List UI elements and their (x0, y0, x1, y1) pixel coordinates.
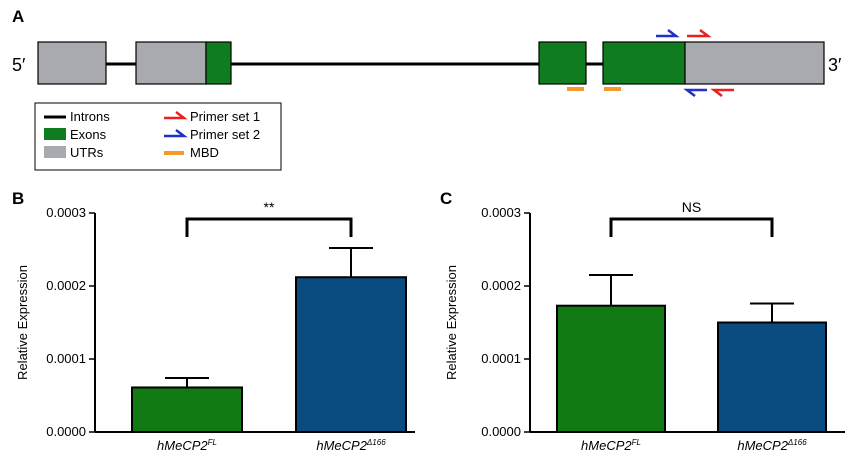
five-prime-label: 5′ (12, 55, 26, 75)
chart0-y-axis-title: Relative Expression (15, 265, 30, 380)
panel-c-chart: C 0.0000 0.0001 0.0002 0.0003 Relative Expre… (440, 189, 845, 453)
exon-3 (602, 41, 686, 85)
chart1-y-tick-label-3: 0.0003 (481, 205, 521, 220)
primer-set-2-forward-arrow (656, 29, 680, 38)
chart1-category-label-1: hMeCP2Δ166 (737, 438, 807, 453)
chart1-significance-bracket (609, 217, 774, 237)
chart0-category-label-1: hMeCP2Δ166 (316, 438, 386, 453)
chart0-category-label-0: hMeCP2FL (157, 438, 217, 453)
chart0-significance-label: ** (264, 199, 275, 215)
primer-set-2-reverse-arrow (683, 88, 707, 97)
legend-exons-label: Exons (70, 127, 107, 142)
legend: Introns Exons UTRs Primer set 1 Primer s… (34, 102, 282, 171)
three-prime-label: 3′ (828, 55, 842, 75)
panel-b-chart: B 0.0000 0.0001 0.0002 0.0003 Relative Expre… (12, 189, 415, 453)
utr-5prime-1 (37, 41, 107, 85)
primer-set-1-reverse-arrow (710, 88, 734, 97)
chart1-y-tick-label-2: 0.0002 (481, 278, 521, 293)
legend-primer1-label: Primer set 1 (190, 109, 260, 124)
legend-primer2-arrow (164, 129, 188, 138)
utr-5prime-2 (135, 41, 207, 85)
chart1-y-axis-title: Relative Expression (444, 265, 459, 380)
legend-box (34, 102, 282, 171)
legend-introns-label: Introns (70, 109, 110, 124)
chart0-bar-1 (295, 276, 407, 433)
chart0-significance-bracket (185, 217, 353, 237)
panel-a-label: A (12, 7, 24, 26)
exon-1 (205, 41, 232, 85)
panel-b-label: B (12, 189, 24, 208)
legend-utr-swatch (44, 146, 66, 158)
legend-primer2-label: Primer set 2 (190, 127, 260, 142)
chart0-y-tick-label-3: 0.0003 (46, 205, 86, 220)
chart1-y-tick-label-1: 0.0001 (481, 351, 521, 366)
legend-exon-swatch (44, 128, 66, 140)
panel-c-label: C (440, 189, 452, 208)
chart1-significance-label: NS (682, 199, 701, 215)
chart1-category-label-0: hMeCP2FL (581, 438, 641, 453)
chart0-y-tick-label-1: 0.0001 (46, 351, 86, 366)
legend-utrs-label: UTRs (70, 145, 104, 160)
panel-a: A 5′ 3′ (12, 7, 842, 97)
primer-set-1-forward-arrow (687, 29, 712, 38)
legend-mbd-label: MBD (190, 145, 219, 160)
chart0-y-tick-label-0: 0.0000 (46, 424, 86, 439)
chart1-y-tick-label-0: 0.0000 (481, 424, 521, 439)
utr-3prime (684, 41, 825, 85)
chart0-y-tick-label-2: 0.0002 (46, 278, 86, 293)
chart1-bar-1 (717, 321, 827, 433)
exon-2 (538, 41, 587, 85)
chart1-bar-0 (556, 304, 666, 433)
legend-primer1-arrow (164, 111, 188, 120)
chart0-bar-0 (131, 386, 243, 433)
